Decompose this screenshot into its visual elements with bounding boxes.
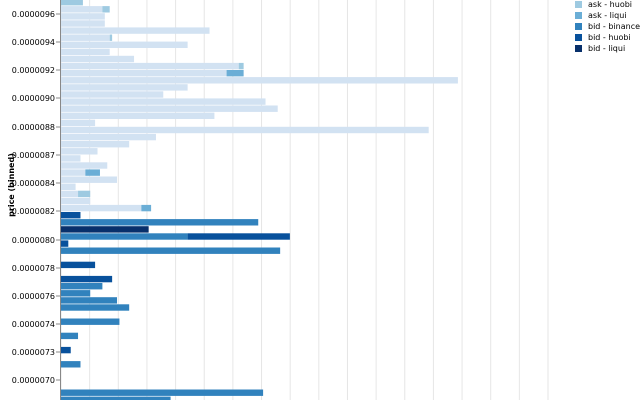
bar-ask-binance xyxy=(61,91,164,98)
bar-ask-binance xyxy=(61,190,79,198)
y-tick-label: 0.0000088 xyxy=(12,123,55,132)
y-tick-label: 0.0000074 xyxy=(12,320,55,329)
bar-ask-binance xyxy=(61,27,210,34)
bar-ask-huobi xyxy=(109,34,113,41)
bar-ask-binance xyxy=(61,176,118,183)
y-tick-label: 0.0000073 xyxy=(12,348,55,357)
y-tick-label: 0.0000087 xyxy=(12,151,55,160)
legend-label: bid - huobi xyxy=(588,33,631,42)
bar-bid-binance xyxy=(61,283,103,290)
bar-bid-binance xyxy=(61,389,264,396)
bar-ask-binance xyxy=(61,162,108,169)
bar-ask-huobi xyxy=(238,62,244,70)
y-tick-label: 0.0000084 xyxy=(12,179,55,188)
bar-ask-binance xyxy=(61,55,135,63)
legend-label: ask - liqui xyxy=(588,11,627,20)
bar-ask-binance xyxy=(61,155,81,162)
bar-bid-huobi xyxy=(61,346,71,354)
bar-ask-liqui xyxy=(226,70,244,77)
bar-ask-binance xyxy=(61,119,96,127)
legend-swatch xyxy=(575,1,582,8)
bar-bid-huobi xyxy=(61,261,96,269)
bar-ask-binance xyxy=(61,77,458,84)
y-tick-label: 0.0000080 xyxy=(12,236,55,245)
bar-bid-binance xyxy=(61,233,188,240)
legend-label: bid - binance xyxy=(588,22,640,31)
bar-ask-binance xyxy=(61,48,110,56)
bar-ask-binance xyxy=(61,62,239,70)
y-tick-label: 0.0000092 xyxy=(12,66,55,75)
bar-ask-binance xyxy=(61,197,91,205)
bar-bid-huobi xyxy=(187,233,290,240)
y-tick-label: 0.0000090 xyxy=(12,94,55,103)
legend-label: bid - liqui xyxy=(588,44,625,53)
bar-bid-binance xyxy=(61,361,81,368)
bar-ask-binance xyxy=(61,148,98,155)
bar-bid-binance xyxy=(61,290,91,297)
bar-bid-binance xyxy=(61,332,79,340)
y-tick-label: 0.0000082 xyxy=(12,207,55,216)
bar-ask-binance xyxy=(61,105,278,112)
bar-bid-binance xyxy=(61,219,259,226)
bar-ask-binance xyxy=(61,84,188,91)
legend-swatch xyxy=(575,45,582,52)
y-tick-label: 0.0000096 xyxy=(12,10,55,19)
bar-ask-huobi xyxy=(102,6,110,13)
y-tick-label: 0.0000076 xyxy=(12,292,55,301)
bar-ask-binance xyxy=(61,6,103,13)
legend-label: ask - huobi xyxy=(588,0,632,9)
bar-bid-huobi xyxy=(61,275,113,283)
bar-ask-binance xyxy=(61,133,156,141)
bar-ask-binance xyxy=(61,112,215,119)
bar-ask-binance xyxy=(61,204,142,212)
bar-ask-binance xyxy=(61,98,266,105)
legend-swatch xyxy=(575,12,582,19)
legend-swatch xyxy=(575,23,582,30)
y-tick-label: 0.0000078 xyxy=(12,264,55,273)
bar-bid-huobi xyxy=(61,240,69,247)
bars-layer xyxy=(61,0,458,400)
bar-ask-binance xyxy=(61,13,105,20)
y-tick-label: 0.0000070 xyxy=(12,376,55,385)
bar-ask-binance xyxy=(61,169,86,176)
legend-swatch xyxy=(575,34,582,41)
bar-bid-binance xyxy=(61,396,171,400)
y-tick-label: 0.0000094 xyxy=(12,38,55,47)
bar-ask-liqui xyxy=(141,204,152,212)
bar-ask-liqui xyxy=(85,169,100,176)
legend: ask - huobi ask - liqui bid - binance bid -… xyxy=(575,0,640,53)
bar-ask-huobi xyxy=(61,0,83,6)
bar-ask-huobi xyxy=(78,190,91,198)
bar-bid-binance xyxy=(61,297,118,304)
bar-ask-binance xyxy=(61,183,76,190)
bar-ask-binance xyxy=(61,126,429,134)
bar-ask-binance xyxy=(61,41,188,48)
bar-ask-binance xyxy=(61,70,227,77)
bar-bid-binance xyxy=(61,304,130,311)
bar-ask-binance xyxy=(61,20,105,27)
y-axis-title: price (binned) xyxy=(7,153,16,217)
bar-bid-huobi xyxy=(61,212,81,219)
bar-ask-binance xyxy=(61,141,130,148)
y-axis: 0.0000096 0.0000094 0.0000092 0.0000090 0.00… xyxy=(12,0,61,400)
bar-bid-liqui xyxy=(61,226,149,233)
bar-ask-binance xyxy=(61,34,110,41)
bar-bid-binance xyxy=(61,318,120,325)
bar-bid-binance xyxy=(61,247,281,254)
